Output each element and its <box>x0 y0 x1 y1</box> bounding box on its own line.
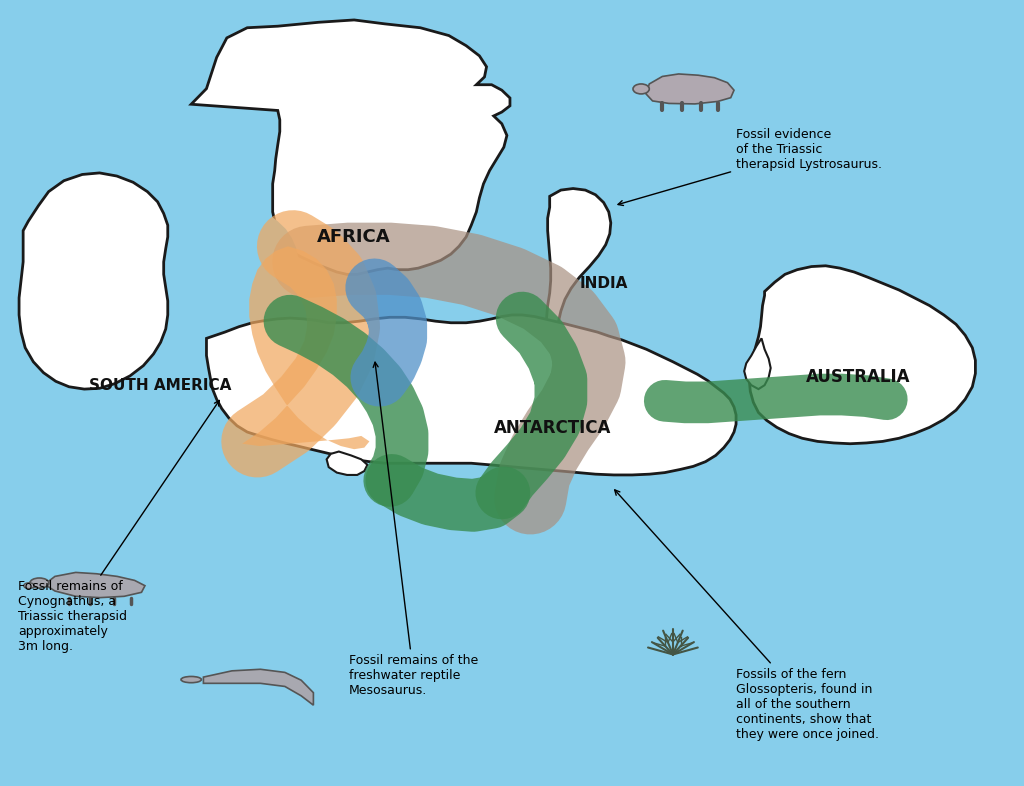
Ellipse shape <box>24 582 34 589</box>
Polygon shape <box>207 315 736 475</box>
Polygon shape <box>242 246 370 449</box>
Polygon shape <box>646 74 734 104</box>
Text: Fossils of the fern
Glossopteris, found in
all of the southern
continents, show : Fossils of the fern Glossopteris, found … <box>614 490 879 740</box>
Polygon shape <box>178 210 298 310</box>
Text: ANTARCTICA: ANTARCTICA <box>494 419 611 437</box>
Polygon shape <box>547 189 610 352</box>
Polygon shape <box>19 173 168 389</box>
Polygon shape <box>744 338 771 389</box>
Ellipse shape <box>181 677 202 683</box>
Text: AUSTRALIA: AUSTRALIA <box>806 369 910 387</box>
Text: AFRICA: AFRICA <box>317 228 391 246</box>
Ellipse shape <box>633 84 649 94</box>
Polygon shape <box>750 266 976 444</box>
Ellipse shape <box>30 578 49 588</box>
Polygon shape <box>44 572 145 597</box>
Polygon shape <box>327 451 368 475</box>
Polygon shape <box>191 20 510 274</box>
Text: Fossil evidence
of the Triassic
therapsid Lystrosaurus.: Fossil evidence of the Triassic therapsi… <box>618 127 882 205</box>
Polygon shape <box>204 669 313 705</box>
Text: Fossil remains of the
freshwater reptile
Mesosaurus.: Fossil remains of the freshwater reptile… <box>349 362 478 697</box>
Text: Fossil remains of
Cynognathus, a
Triassic therapsid
approximately
3m long.: Fossil remains of Cynognathus, a Triassi… <box>18 401 219 653</box>
Text: SOUTH AMERICA: SOUTH AMERICA <box>89 378 231 393</box>
Text: INDIA: INDIA <box>580 276 628 292</box>
